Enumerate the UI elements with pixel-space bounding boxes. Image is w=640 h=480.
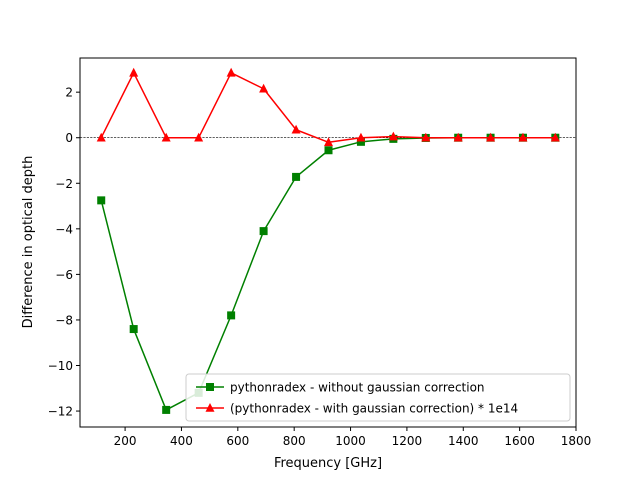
data-point bbox=[388, 131, 398, 141]
plot-area bbox=[79, 57, 577, 428]
data-point bbox=[129, 325, 138, 334]
data-point bbox=[518, 132, 528, 142]
legend-item-1: pythonradex - without gaussian correctio… bbox=[196, 381, 485, 395]
y-tick-label: −6 bbox=[55, 268, 73, 282]
data-point bbox=[96, 132, 106, 142]
data-point bbox=[226, 67, 236, 77]
x-tick-label: 1600 bbox=[504, 434, 535, 448]
legend-label: pythonradex - without gaussian correctio… bbox=[230, 381, 485, 395]
data-point bbox=[356, 137, 365, 146]
y-tick-label: −2 bbox=[55, 177, 73, 191]
y-tick-label: −4 bbox=[55, 222, 73, 236]
x-tick-label: 400 bbox=[170, 434, 193, 448]
data-point bbox=[97, 196, 106, 205]
data-point bbox=[421, 132, 431, 142]
legend-label: (pythonradex - with gaussian correction)… bbox=[230, 402, 518, 416]
data-point bbox=[453, 132, 463, 142]
legend-box bbox=[185, 373, 571, 422]
x-tick-label: 1000 bbox=[335, 434, 366, 448]
data-point bbox=[324, 137, 334, 147]
data-point bbox=[259, 83, 269, 93]
y-axis-label: Difference in optical depth bbox=[21, 156, 36, 329]
x-axis: 200 400 600 800 1000 1200 1400 1600 1800 bbox=[114, 427, 592, 448]
data-point bbox=[550, 132, 560, 142]
y-tick-label: −12 bbox=[48, 405, 73, 419]
x-tick-label: 200 bbox=[114, 434, 137, 448]
data-point bbox=[129, 67, 139, 77]
x-axis-label: Frequency [GHz] bbox=[274, 456, 382, 471]
y-tick-label: −8 bbox=[55, 313, 73, 327]
data-point bbox=[486, 132, 496, 142]
data-point bbox=[194, 132, 204, 142]
data-point bbox=[161, 132, 171, 142]
data-point bbox=[291, 124, 301, 134]
y-tick-label: 2 bbox=[65, 86, 73, 100]
x-tick-label: 1200 bbox=[392, 434, 423, 448]
y-axis: −12 −10 −8 −6 −4 −2 0 2 bbox=[48, 86, 80, 419]
data-point bbox=[162, 405, 171, 414]
legend: pythonradex - without gaussian correctio… bbox=[185, 373, 571, 422]
data-point bbox=[292, 172, 301, 181]
data-point bbox=[356, 132, 366, 142]
data-point bbox=[259, 227, 268, 236]
y-tick-label: −10 bbox=[48, 359, 73, 373]
legend-item-2: (pythonradex - with gaussian correction)… bbox=[196, 402, 518, 416]
legend-marker bbox=[205, 403, 215, 412]
x-tick-label: 1400 bbox=[448, 434, 479, 448]
y-tick-label: 0 bbox=[65, 131, 73, 145]
series-2 bbox=[96, 67, 560, 147]
x-tick-label: 600 bbox=[226, 434, 249, 448]
x-tick-label: 1800 bbox=[561, 434, 592, 448]
legend-marker bbox=[206, 383, 214, 391]
axes-frame bbox=[79, 57, 577, 428]
data-point bbox=[324, 146, 333, 155]
x-tick-label: 800 bbox=[283, 434, 306, 448]
data-point bbox=[227, 311, 236, 320]
